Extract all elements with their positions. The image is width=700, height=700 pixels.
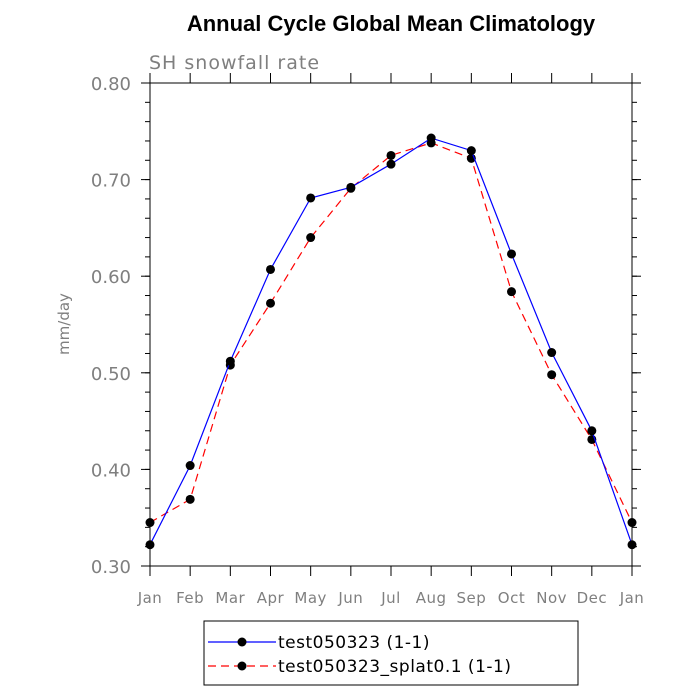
data-point — [225, 356, 235, 366]
x-tick-label: Nov — [536, 589, 567, 607]
x-tick-label: Feb — [176, 589, 204, 607]
x-tick-label: May — [294, 589, 327, 607]
axis-ticks — [141, 73, 641, 576]
series-1 — [145, 133, 637, 550]
series-2 — [145, 138, 637, 528]
x-tick-labels: Jan Feb Mar Apr May Jun Jul Aug Sep Oct Nov Dec Jan — [137, 589, 645, 607]
legend-item-2: test050323_splat0.1 (1-1) — [208, 657, 511, 677]
y-tick-label: 0.70 — [91, 171, 131, 192]
data-point — [145, 540, 155, 550]
legend-marker — [237, 661, 247, 671]
data-point — [346, 182, 356, 192]
data-point — [386, 150, 396, 160]
y-tick-label: 0.30 — [91, 557, 131, 578]
data-point — [426, 133, 436, 143]
legend-box — [203, 620, 579, 686]
data-point — [547, 370, 557, 380]
data-point — [547, 348, 557, 358]
x-tick-label: Apr — [257, 589, 285, 607]
x-tick-label: Mar — [215, 589, 245, 607]
y-tick-label: 0.50 — [91, 364, 131, 385]
y-tick-label: 0.60 — [91, 267, 131, 288]
chart-subtitle: SH snowfall rate — [149, 52, 320, 74]
x-tick-label: Oct — [498, 589, 525, 607]
data-point — [627, 540, 637, 550]
data-point — [507, 249, 516, 259]
data-point — [306, 233, 316, 243]
chart-title: Annual Cycle Global Mean Climatology — [187, 11, 596, 36]
legend-marker — [237, 637, 247, 647]
legend-label: test050323_splat0.1 (1-1) — [278, 657, 511, 677]
data-point — [507, 287, 516, 297]
data-point — [266, 264, 275, 274]
x-tick-label: Aug — [416, 589, 447, 607]
legend-label: test050323 (1-1) — [278, 633, 430, 653]
data-point — [145, 518, 155, 528]
data-point — [587, 426, 597, 436]
data-point — [627, 518, 637, 528]
y-tick-label: 0.80 — [91, 74, 131, 95]
y-tick-label: 0.40 — [91, 460, 131, 481]
y-axis-label: mm/day — [55, 293, 73, 355]
data-point — [185, 494, 195, 504]
data-point — [185, 461, 195, 471]
x-tick-label: Sep — [456, 589, 486, 607]
series-line — [149, 137, 633, 545]
data-point — [386, 159, 396, 169]
data-point — [266, 298, 275, 308]
data-point — [466, 146, 476, 156]
legend: test050323 (1-1) test050323_splat0.1 (1-1… — [203, 620, 579, 686]
series-line — [149, 142, 633, 524]
data-point — [306, 193, 316, 203]
x-tick-label: Dec — [577, 589, 608, 607]
x-tick-label: Jul — [380, 589, 401, 607]
series-layer — [145, 133, 637, 550]
legend-item-1: test050323 (1-1) — [208, 633, 430, 653]
y-tick-labels: 0.30 0.40 0.50 0.60 0.70 0.80 — [91, 74, 131, 578]
x-tick-label: Jun — [337, 589, 363, 607]
x-tick-label: Jan — [137, 589, 163, 607]
x-tick-label: Jan — [619, 589, 645, 607]
